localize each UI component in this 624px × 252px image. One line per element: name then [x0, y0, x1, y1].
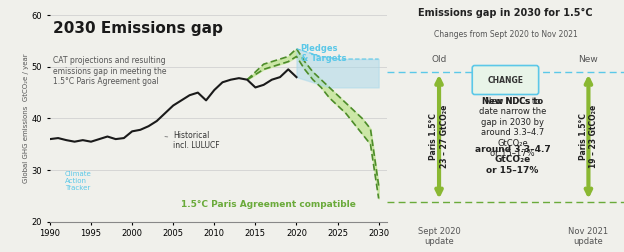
Text: CAT projections and resulting
emissions gap in meeting the
1.5°C Paris Agreement: CAT projections and resulting emissions … [53, 56, 167, 86]
Text: around 3.3–4.7
GtCO₂e
or 15–17%: around 3.3–4.7 GtCO₂e or 15–17% [475, 145, 550, 175]
Text: New NDCs to
date narrow the
gap in 2030 by
around 3.3–4.7
GtCO₂e
or 15–17%: New NDCs to date narrow the gap in 2030 … [479, 97, 546, 158]
Text: Nov 2021
update: Nov 2021 update [568, 227, 608, 246]
Text: Climate
Action
Tracker: Climate Action Tracker [65, 171, 92, 191]
Text: 1.5°C Paris Agreement compatible: 1.5°C Paris Agreement compatible [182, 200, 356, 209]
Text: Old: Old [431, 55, 447, 65]
Text: 2030 Emissions gap: 2030 Emissions gap [53, 21, 223, 36]
Text: New: New [578, 55, 598, 65]
Text: Paris 1.5°C
23 – 27 GtCO₂e: Paris 1.5°C 23 – 27 GtCO₂e [429, 105, 449, 168]
Text: Historical
incl. LULUCF: Historical incl. LULUCF [165, 131, 220, 150]
Text: Paris 1.5°C
19 – 23 GtCO₂e: Paris 1.5°C 19 – 23 GtCO₂e [578, 105, 598, 168]
Text: Emissions gap in 2030 for 1.5°C: Emissions gap in 2030 for 1.5°C [418, 8, 593, 18]
Y-axis label: Global GHG emissions  GtCO₂e / year: Global GHG emissions GtCO₂e / year [23, 54, 29, 183]
Text: CHANGE: CHANGE [487, 76, 524, 85]
Text: Changes from Sept 2020 to Nov 2021: Changes from Sept 2020 to Nov 2021 [434, 30, 577, 39]
Text: Sept 2020
update: Sept 2020 update [417, 227, 461, 246]
Text: Pledges
& Targets: Pledges & Targets [301, 44, 346, 63]
Text: New NDCs to: New NDCs to [482, 97, 543, 106]
FancyBboxPatch shape [472, 66, 539, 94]
